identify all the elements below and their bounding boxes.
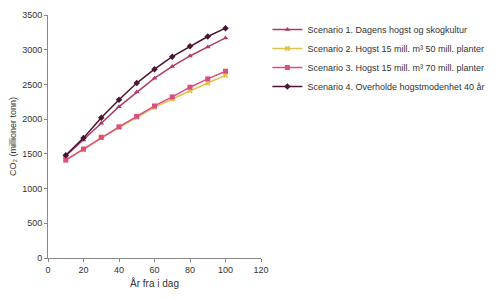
svg-text:100: 100	[218, 265, 233, 275]
svg-text:1000: 1000	[22, 184, 42, 194]
svg-text:0: 0	[37, 253, 42, 263]
svg-text:0: 0	[45, 265, 50, 275]
svg-text:CO₂ (millioner tonn): CO₂ (millioner tonn)	[8, 97, 18, 176]
svg-text:500: 500	[27, 218, 42, 228]
svg-text:Scenario 4. Overholde hogstmod: Scenario 4. Overholde hogstmodenhet 40 å…	[307, 82, 484, 92]
svg-text:Scenario 1. Dagens hogst og sk: Scenario 1. Dagens hogst og skogkultur	[307, 25, 467, 35]
svg-text:2500: 2500	[22, 80, 42, 90]
svg-text:20: 20	[78, 265, 88, 275]
svg-text:Scenario 3. Hogst 15 mill. m³: Scenario 3. Hogst 15 mill. m³ 70 mill. p…	[307, 63, 484, 73]
svg-text:40: 40	[114, 265, 124, 275]
svg-text:80: 80	[185, 265, 195, 275]
svg-text:Scenario 2. Hogst 15 mill. m³: Scenario 2. Hogst 15 mill. m³ 50 mill. p…	[307, 44, 484, 54]
svg-text:1500: 1500	[22, 149, 42, 159]
svg-text:60: 60	[149, 265, 159, 275]
svg-text:3500: 3500	[22, 10, 42, 20]
svg-text:120: 120	[253, 265, 268, 275]
svg-text:2000: 2000	[22, 114, 42, 124]
svg-text:År fra i dag: År fra i dag	[130, 277, 179, 289]
svg-text:3000: 3000	[22, 45, 42, 55]
